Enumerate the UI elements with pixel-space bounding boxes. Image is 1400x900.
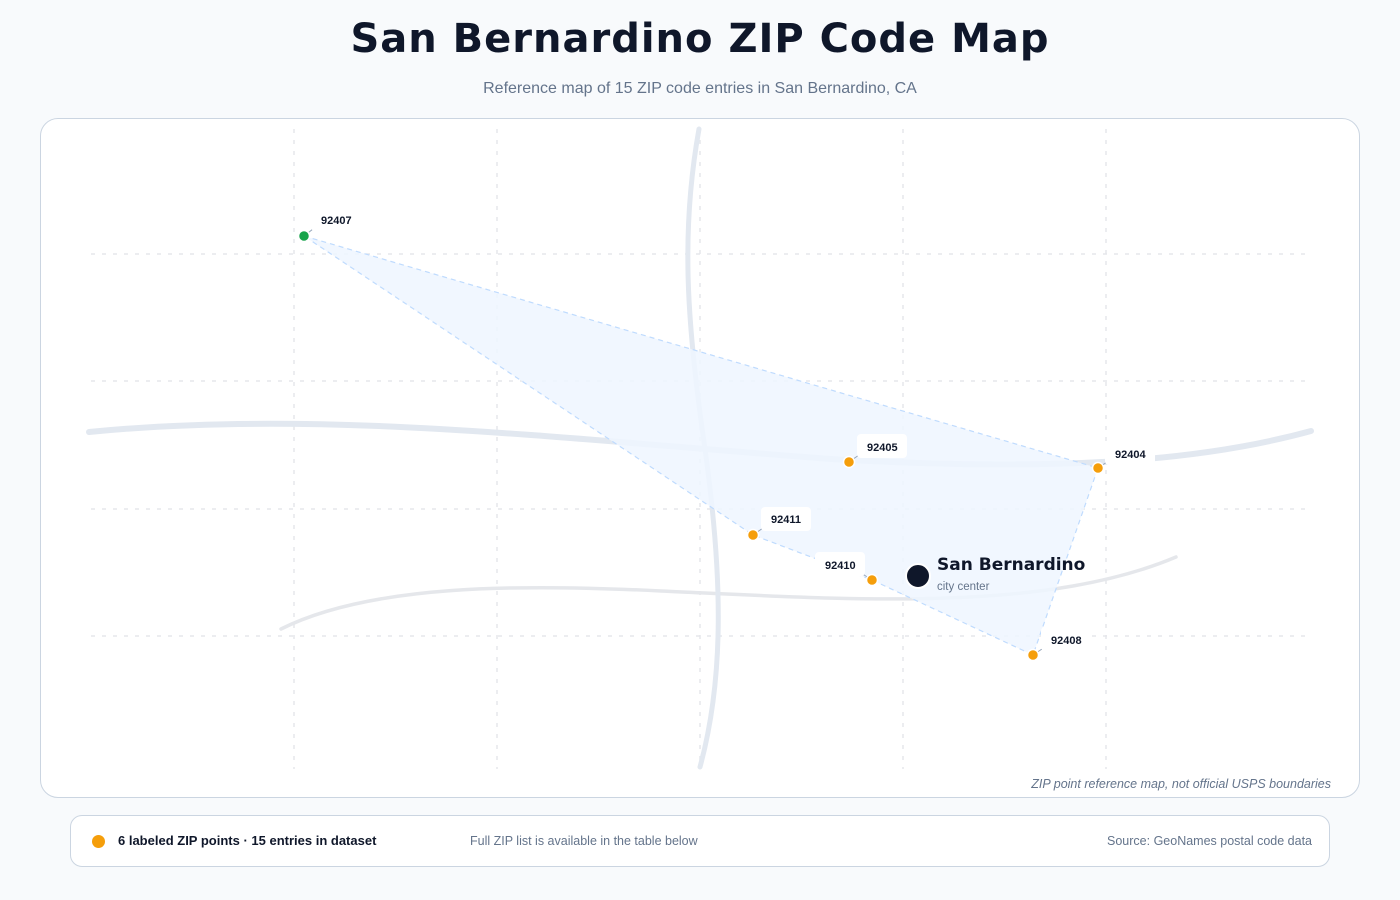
zip-coverage-area xyxy=(303,235,1099,656)
zip-label-92407: 92407 xyxy=(311,207,361,231)
zip-label-text: 92405 xyxy=(867,442,898,454)
zip-label-text: 92404 xyxy=(1115,449,1146,461)
zip-marker-92405[interactable]: 92405 xyxy=(842,434,908,469)
page-subtitle: Reference map of 15 ZIP code entries in … xyxy=(483,80,917,97)
map-disclaimer: ZIP point reference map, not official US… xyxy=(1031,777,1331,791)
zip-point-dot xyxy=(297,229,311,243)
zip-marker-92410[interactable]: 92410 xyxy=(815,552,879,587)
legend-source: Source: GeoNames postal code data xyxy=(1107,834,1312,848)
zip-label-text: 92408 xyxy=(1051,635,1082,647)
zip-label-92405: 92405 xyxy=(857,434,907,458)
zip-point-dot xyxy=(1026,648,1040,662)
zip-point-dot xyxy=(1091,461,1105,475)
city-caption-label: city center xyxy=(937,581,990,593)
zip-marker-92404[interactable]: 92404 xyxy=(1091,441,1156,475)
legend-summary: 6 labeled ZIP points · 15 entries in dat… xyxy=(118,833,377,848)
zip-point-dot xyxy=(842,455,856,469)
legend-note: Full ZIP list is available in the table … xyxy=(470,834,698,848)
legend-zip-point-icon xyxy=(92,835,105,848)
zip-point-dot xyxy=(746,528,760,542)
city-name-label: San Bernardino xyxy=(937,555,1085,575)
city-center-marker[interactable]: San Bernardino city center xyxy=(905,555,1085,593)
zip-label-text: 92407 xyxy=(321,215,352,227)
city-center-dot xyxy=(905,563,931,589)
map-canvas[interactable]: 92407 92405 92404 92411 xyxy=(41,119,1359,797)
page-title: San Bernardino ZIP Code Map xyxy=(350,16,1050,62)
zip-label-92410: 92410 xyxy=(815,552,865,576)
zip-label-92404: 92404 xyxy=(1105,441,1155,465)
zip-marker-92407[interactable]: 92407 xyxy=(297,207,362,243)
zip-label-92408: 92408 xyxy=(1041,627,1091,651)
zip-point-dot xyxy=(865,573,879,587)
map-panel[interactable]: 92407 92405 92404 92411 xyxy=(40,118,1360,798)
zip-label-92411: 92411 xyxy=(761,507,811,531)
zip-marker-92411[interactable]: 92411 xyxy=(746,507,812,542)
zip-marker-92408[interactable]: 92408 xyxy=(1026,627,1092,662)
zip-label-text: 92410 xyxy=(825,560,856,572)
zip-label-text: 92411 xyxy=(771,514,801,526)
legend-bar: 6 labeled ZIP points · 15 entries in dat… xyxy=(70,815,1330,867)
